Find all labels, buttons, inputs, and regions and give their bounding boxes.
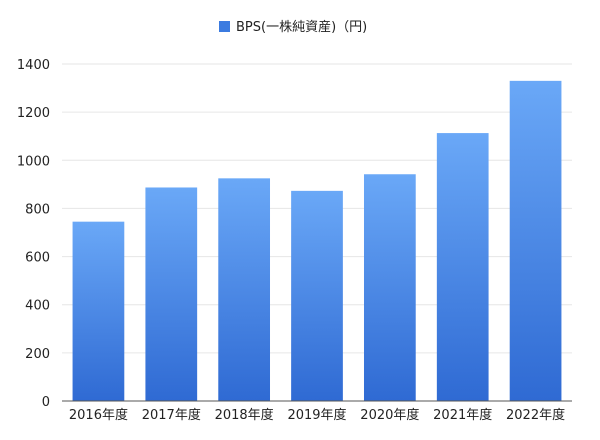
bar bbox=[436, 133, 489, 401]
bar bbox=[218, 178, 271, 401]
legend-label: BPS(一株純資産)（円) bbox=[236, 19, 367, 35]
x-tick-label: 2018年度 bbox=[215, 407, 274, 423]
y-tick-label: 0 bbox=[42, 395, 50, 410]
y-tick-label: 600 bbox=[25, 251, 50, 266]
bar bbox=[72, 221, 125, 401]
x-tick-label: 2017年度 bbox=[142, 407, 201, 423]
x-tick-label: 2022年度 bbox=[506, 407, 565, 423]
bar bbox=[145, 187, 198, 401]
bars bbox=[72, 80, 562, 401]
y-tick-label: 800 bbox=[25, 202, 50, 217]
y-axis-tick-labels: 0 200 400 600 800 1000 1200 1400 bbox=[17, 58, 50, 410]
x-tick-label: 2016年度 bbox=[69, 407, 128, 423]
x-tick-label: 2021年度 bbox=[433, 407, 492, 423]
bar bbox=[509, 80, 562, 401]
x-tick-label: 2020年度 bbox=[360, 407, 419, 423]
legend-swatch bbox=[219, 21, 230, 32]
y-tick-label: 1200 bbox=[17, 106, 50, 121]
bar bbox=[291, 190, 343, 401]
x-axis-tick-labels: 2016年度 2017年度 2018年度 2019年度 2020年度 2021年度 2022… bbox=[69, 407, 565, 423]
y-tick-label: 200 bbox=[25, 347, 50, 362]
y-tick-label: 400 bbox=[25, 299, 50, 314]
bar bbox=[363, 174, 416, 401]
legend: BPS(一株純資産)（円) bbox=[219, 19, 367, 35]
y-tick-label: 1000 bbox=[17, 154, 50, 169]
x-tick-label: 2019年度 bbox=[287, 407, 346, 423]
y-tick-label: 1400 bbox=[17, 58, 50, 73]
